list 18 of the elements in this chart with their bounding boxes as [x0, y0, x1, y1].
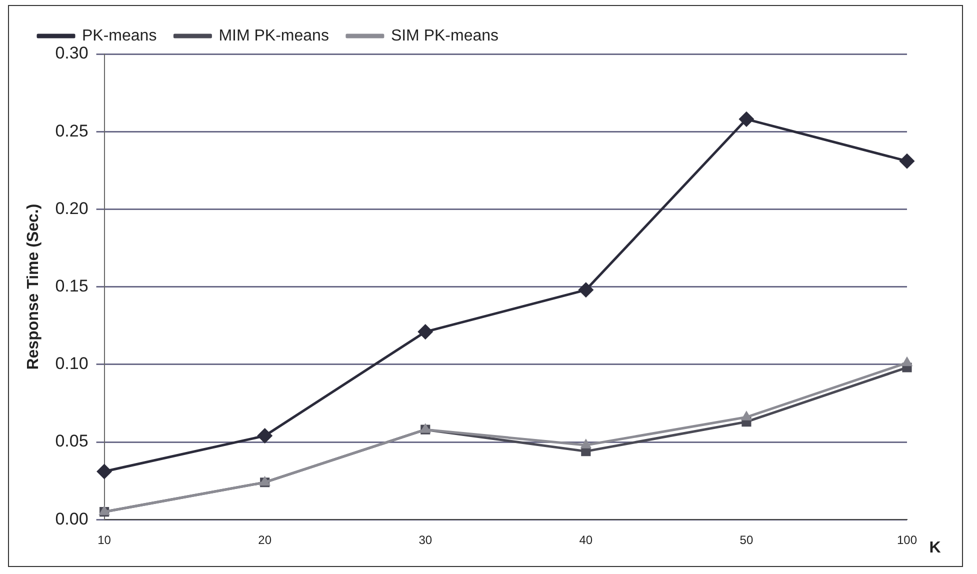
legend-label: MIM PK-means — [218, 27, 329, 44]
x-tick-label: 40 — [579, 533, 593, 548]
x-tick-label: 100 — [896, 533, 918, 548]
legend-label: SIM PK-means — [390, 27, 499, 44]
y-tick-label: 0.20 — [55, 198, 88, 218]
y-tick-label: 0.15 — [55, 276, 88, 296]
x-tick-label: 10 — [98, 533, 112, 548]
y-tick-label: 0.05 — [55, 432, 88, 451]
y-tick-label: 0.10 — [55, 354, 88, 374]
x-tick-label: 30 — [418, 533, 432, 548]
x-axis-title: K — [929, 539, 942, 556]
legend-label: PK-means — [82, 27, 157, 44]
y-tick-label: 0.30 — [55, 44, 88, 63]
x-tick-label: 50 — [740, 533, 754, 548]
x-tick-label: 20 — [258, 533, 272, 548]
y-axis-title: Response Time (Sec.) — [25, 204, 42, 370]
y-tick-label: 0.25 — [55, 121, 88, 140]
y-tick-label: 0.00 — [55, 509, 88, 528]
